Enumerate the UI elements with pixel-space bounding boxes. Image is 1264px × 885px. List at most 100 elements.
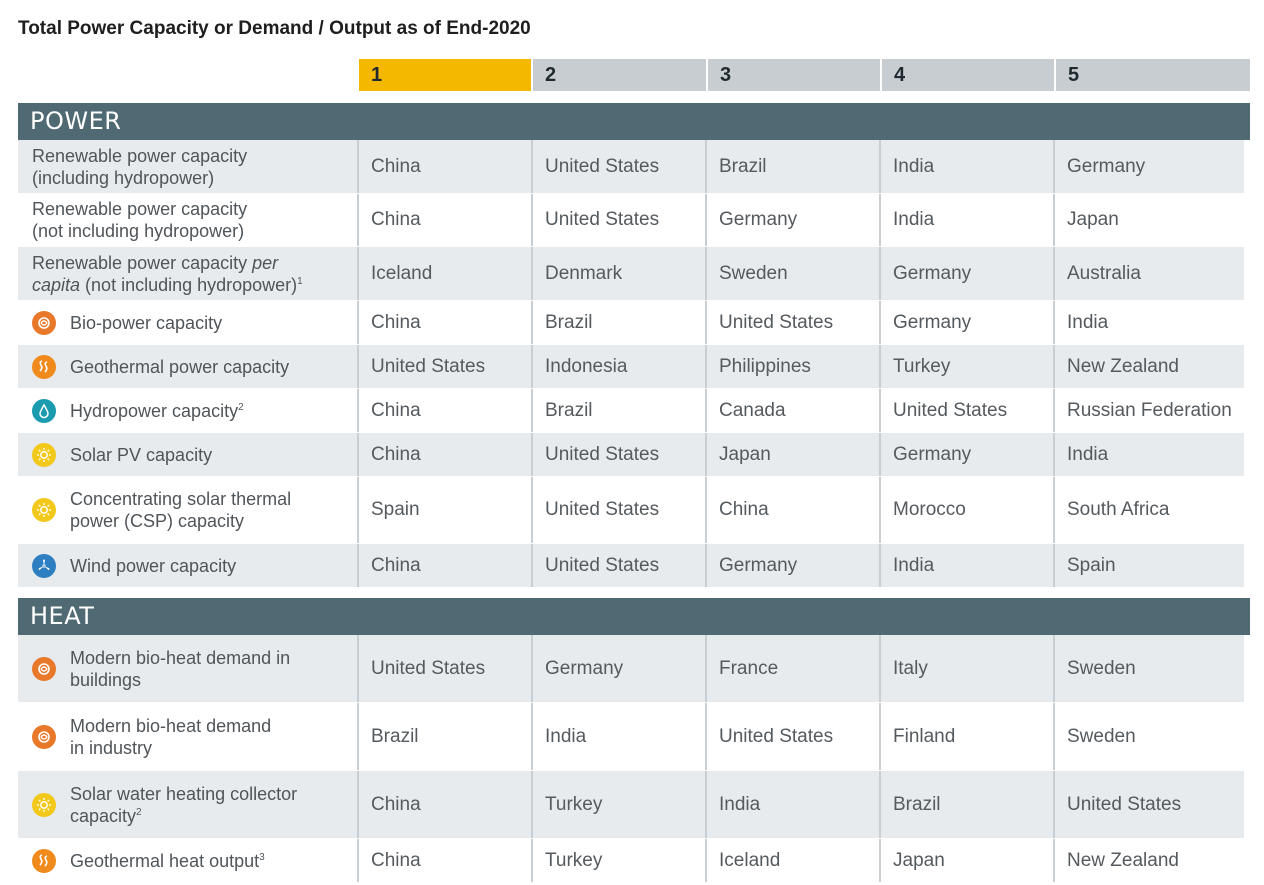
row-label: Renewable power capacity (including hydro…	[18, 140, 359, 193]
table-row: Geothermal heat output3 China Turkey Icelan…	[18, 839, 1250, 882]
rank-2-cell: United States	[533, 433, 707, 476]
rank-5-cell: Japan	[1067, 209, 1119, 230]
rank-2-cell: United States	[533, 140, 707, 193]
row-label-line: Solar PV capacity	[70, 444, 213, 465]
rank-5-cell: Spain	[1055, 544, 1244, 587]
row-label-line: capacity2	[70, 805, 142, 826]
bio-icon	[32, 724, 56, 749]
row-label-text: Wind power capacity	[70, 555, 236, 577]
rank-3-cell: Canada	[707, 389, 881, 432]
rank-1-cell: Brazil	[359, 703, 533, 770]
row-label-line: Modern bio-heat demand	[70, 715, 272, 736]
rank-3-cell: Philippines	[707, 345, 881, 388]
rank-header: 1 2 3 4 5	[359, 59, 1250, 91]
row-label: Wind power capacity	[18, 544, 359, 587]
row-label: Modern bio-heat demand in industry	[18, 703, 359, 770]
rank-2-cell: Indonesia	[533, 345, 707, 388]
rank-3-cell: Sweden	[707, 247, 881, 300]
row-label-line: Hydropower capacity2	[70, 400, 244, 421]
rank-4-cell: India	[881, 544, 1055, 587]
row-label: Concentrating solar thermal power (CSP) c…	[18, 477, 359, 543]
rank-3-cell: United States	[707, 301, 881, 344]
row-label-text: Hydropower capacity2	[70, 400, 244, 422]
row-label-line: Solar water heating collector	[70, 783, 298, 804]
section-header-heat: HEAT	[18, 598, 1250, 635]
section-header-power: POWER	[18, 103, 1250, 140]
rank-2-cell: Turkey	[533, 771, 707, 838]
rank-3-cell: China	[707, 477, 881, 543]
table-row: Solar water heating collector capacity2 Ch…	[18, 771, 1250, 838]
row-label-line: Geothermal heat output3	[70, 850, 265, 871]
rank-5-cell: New Zealand	[1067, 849, 1179, 871]
rank-4-cell: Germany	[881, 247, 1055, 300]
rank-4-cell: India	[881, 194, 1055, 246]
row-label-text: Renewable power capacity per capita (not …	[32, 252, 303, 296]
row-label-line: Bio-power capacity	[70, 312, 223, 333]
table-row: Hydropower capacity2 China Brazil Canada Uni…	[18, 389, 1250, 432]
solar-icon	[32, 498, 56, 522]
rank-2-cell: Germany	[533, 635, 707, 702]
row-label: Geothermal power capacity	[18, 345, 359, 388]
table-row: Concentrating solar thermal power (CSP) c…	[18, 477, 1250, 543]
solar-icon	[32, 792, 56, 817]
rank-3-cell: France	[707, 635, 881, 702]
row-label-line: (not including hydropower)	[32, 221, 245, 241]
rank-5-cell: United States	[1055, 771, 1244, 838]
rank-1-header: 1	[359, 59, 531, 91]
rank-5-cell: South Africa	[1067, 499, 1170, 520]
rank-5-cell: Sweden	[1055, 635, 1244, 702]
rank-1-cell: China	[359, 301, 533, 344]
row-label-line: Wind power capacity	[70, 555, 237, 576]
table-row: Renewable power capacity (not including h…	[18, 194, 1250, 246]
footnote-marker: 2	[136, 806, 142, 818]
table-row: Bio-power capacity China Brazil United Stat…	[18, 301, 1250, 344]
row-label-line: buildings	[70, 669, 142, 690]
row-label-line: Geothermal power capacity	[70, 356, 290, 377]
geothermal-icon	[32, 848, 56, 873]
row-label-text: Concentrating solar thermal power (CSP) c…	[70, 488, 291, 532]
wind-icon	[32, 553, 56, 578]
row-label-text: Geothermal heat output3	[70, 850, 265, 872]
row-label-line: (including hydropower)	[32, 167, 215, 188]
rank-2-cell: United States	[533, 194, 707, 246]
rank-3-cell: Germany	[707, 194, 881, 246]
rank-2-cell: Turkey	[533, 839, 707, 882]
rank-5-cell: India	[1067, 311, 1109, 333]
rank-5-header: 5	[1054, 59, 1250, 91]
row-label: Renewable power capacity (not including h…	[18, 194, 359, 246]
rank-4-cell: Germany	[881, 433, 1055, 476]
geothermal-icon	[32, 354, 56, 379]
rank-2-cell: United States	[533, 544, 707, 587]
row-label-line: Modern bio-heat demand in	[70, 647, 291, 668]
bio-icon	[32, 310, 56, 335]
rank-3-cell: Germany	[707, 544, 881, 587]
rank-3-cell: Iceland	[707, 839, 881, 882]
rank-3-cell: Brazil	[707, 140, 881, 193]
rank-1-cell: China	[359, 389, 533, 432]
rank-2-cell: India	[533, 703, 707, 770]
rank-4-cell: Morocco	[881, 477, 1055, 543]
rank-1-cell: China	[359, 140, 533, 193]
rank-2-cell: Brazil	[533, 389, 707, 432]
footnote-marker: 1	[297, 275, 303, 287]
rank-1-cell: United States	[359, 345, 533, 388]
rank-4-cell: Turkey	[881, 345, 1055, 388]
rank-4-cell: Germany	[881, 301, 1055, 344]
row-label: Geothermal heat output3	[18, 839, 359, 882]
page-title: Total Power Capacity or Demand / Output …	[18, 18, 531, 39]
hydro-icon	[32, 398, 56, 423]
row-label: Hydropower capacity2	[18, 389, 359, 432]
row-label-line: Renewable power capacity	[32, 145, 248, 166]
rank-5-cell: New Zealand	[1055, 345, 1244, 388]
rank-2-cell: Brazil	[533, 301, 707, 344]
row-label-text: Modern bio-heat demand in buildings	[70, 647, 290, 691]
rank-4-header: 4	[880, 59, 1054, 91]
rank-2-cell: United States	[533, 477, 707, 543]
rank-1-cell: Iceland	[359, 247, 533, 300]
row-label: Renewable power capacity per capita (not …	[18, 247, 359, 300]
rank-3-cell: Japan	[707, 433, 881, 476]
table-row: Geothermal power capacity United States In…	[18, 345, 1250, 388]
rank-4-cell: Japan	[881, 839, 1055, 882]
rank-1-cell: United States	[359, 635, 533, 702]
table-row: Renewable power capacity (including hydro…	[18, 140, 1250, 193]
